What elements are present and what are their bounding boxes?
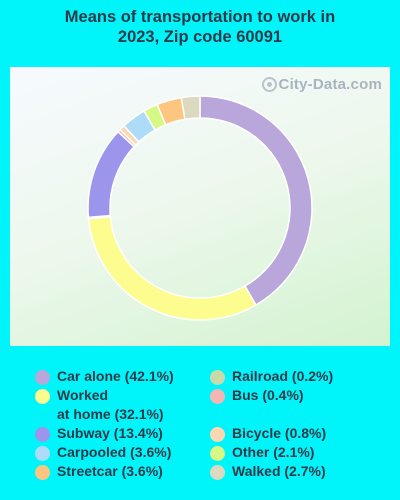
legend-swatch-railroad [210, 370, 225, 385]
legend-swatch-streetcar [35, 465, 50, 480]
legend-swatch-subway [35, 427, 50, 442]
legend-label-railroad: Railroad (0.2%) [232, 368, 334, 384]
legend-swatch-bus [210, 389, 225, 404]
legend-label-worked-at-home: Worked at home (32.1%) [57, 386, 164, 424]
legend-label-bicycle: Bicycle (0.8%) [232, 425, 327, 441]
legend-swatch-car-alone [35, 370, 50, 385]
chart-title: Means of transportation to work in 2023,… [0, 7, 400, 47]
legend-swatch-worked-at-home [35, 389, 50, 404]
legend-swatch-bicycle [210, 427, 225, 442]
magnifier-icon [261, 77, 277, 92]
slice-subway [87, 130, 136, 219]
watermark: City-Data.com [261, 76, 382, 93]
legend-label-other: Other (2.1%) [232, 444, 315, 460]
legend-swatch-walked [210, 465, 225, 480]
legend-label-worked-at-home-line-2: at home (32.1%) [57, 406, 164, 422]
legend-label-car-alone: Car alone (42.1%) [57, 368, 174, 384]
slice-car-alone [199, 95, 313, 307]
legend-swatch-carpooled [35, 446, 50, 461]
donut-chart [87, 95, 313, 321]
plot-area: City-Data.com [10, 67, 390, 346]
legend-label-walked: Walked (2.7%) [232, 463, 326, 479]
slice-worked-at-home [87, 215, 257, 321]
legend-label-subway: Subway (13.4%) [57, 425, 163, 441]
legend-swatch-other [210, 446, 225, 461]
legend-label-streetcar: Streetcar (3.6%) [57, 463, 163, 479]
legend-label-carpooled: Carpooled (3.6%) [57, 444, 172, 460]
chart-title-line-1: Means of transportation to work in [64, 8, 336, 26]
legend-label-bus: Bus (0.4%) [232, 387, 304, 403]
slice-walked [180, 95, 201, 121]
chart-title-line-2: 2023, Zip code 60091 [117, 28, 283, 46]
watermark-text: City-Data.com [278, 76, 382, 93]
legend-label-worked-at-home-line-1: Worked [57, 387, 109, 403]
